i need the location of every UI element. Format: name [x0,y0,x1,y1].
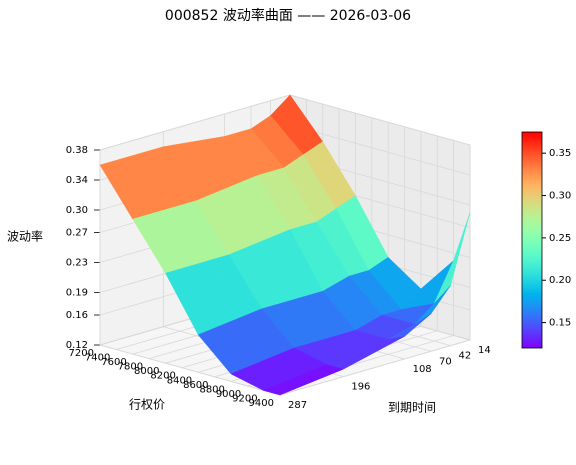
grid-line [279,339,471,396]
x-tick-label: 7400 [85,353,110,364]
y-tick-label: 108 [413,364,432,375]
y-tick-label: 287 [288,400,307,411]
x-tick-label: 7600 [101,357,126,368]
grid-line [289,124,471,176]
grid-line [99,344,281,396]
colorbar-tick-label: 0.25 [549,233,571,244]
colorbar-tick-label: 0.30 [549,191,571,202]
colorbar-tick-label: 0.35 [549,148,571,159]
x-tick-label: 8400 [167,375,192,386]
z-tick-label: 0.23 [66,258,88,269]
y-tick-label: 42 [459,351,472,362]
z-tick-label: 0.34 [66,175,88,186]
x-tick-label: 9200 [232,393,257,404]
x-tick-label: 8200 [150,371,175,382]
z-tick-label: 0.16 [66,310,88,321]
grid-line [289,94,471,146]
z-tick-label: 0.30 [66,205,88,216]
colorbar-tick-label: 0.15 [549,318,571,329]
y-tick-label: 14 [478,345,491,356]
x-tick-label: 9400 [249,398,274,409]
z-tick-label: 0.19 [66,288,88,299]
colorbar [521,131,543,349]
chart-title: 000852 波动率曲面 —— 2026-03-06 [165,7,411,24]
y-tick-label: 196 [351,382,370,393]
surface-patch [262,364,345,396]
y-tick-label: 70 [439,356,452,367]
x-tick-label: 7800 [118,362,143,373]
x-axis-label: 行权价 [129,398,165,412]
z-axis-label: 波动率 [7,229,43,244]
z-tick-label: 0.38 [66,145,88,156]
z-tick-label: 0.27 [66,228,88,239]
x-tick-label: 7200 [69,348,94,359]
x-tick-label: 8800 [199,384,224,395]
x-tick-label: 8000 [134,366,159,377]
x-tick-label: 9000 [216,389,241,400]
colorbar-tick-label: 0.20 [549,275,571,286]
z-tick-label: 0.12 [66,340,88,351]
y-axis-label: 到期时间 [388,401,436,415]
grid-line [99,94,291,151]
x-tick-label: 8600 [183,380,208,391]
